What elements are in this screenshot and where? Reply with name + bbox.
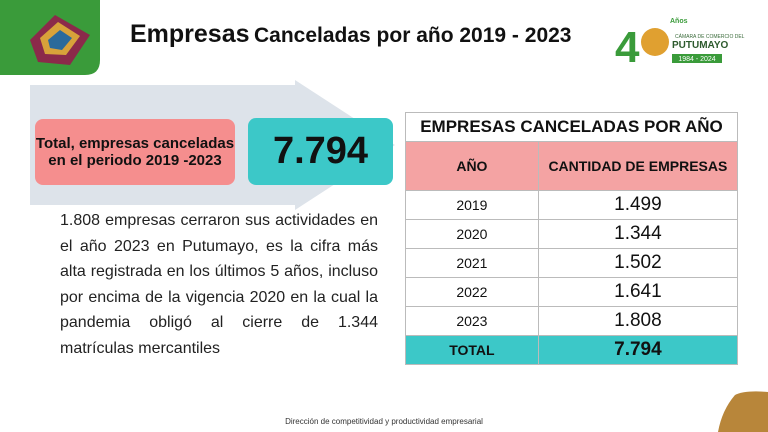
logo-org-line: CÁMARA DE COMERCIO DEL [675, 33, 745, 40]
table-title: EMPRESAS CANCELADAS POR AÑO [405, 112, 738, 142]
title: Empresas Canceladas por año 2019 - 2023 [130, 20, 571, 49]
logo-years: Años [670, 18, 688, 25]
table-row: 2023 1.808 [405, 306, 739, 336]
table-cell: 1.641 [537, 277, 739, 307]
title-main: Empresas [130, 20, 250, 48]
table-cell: 1.499 [537, 190, 739, 220]
table-cell: 1.344 [537, 219, 739, 249]
logo-number: 4 [615, 23, 640, 72]
logo-badge [641, 28, 669, 56]
title-rest: Canceladas por año 2019 - 2023 [253, 24, 572, 47]
total-cell: TOTAL [405, 335, 539, 365]
table-row: 2020 1.344 [405, 219, 739, 249]
brown-corner [718, 391, 768, 432]
table-cell: 2019 [405, 190, 539, 220]
table-cell: 2020 [405, 219, 539, 249]
table: EMPRESAS CANCELADAS POR AÑO AÑO CANTIDAD … [405, 112, 739, 365]
logo-band [672, 54, 722, 63]
logo-org-name: PUTUMAYO [672, 40, 729, 51]
table-row: 2021 1.502 [405, 248, 739, 278]
summary-label: Total, empresas canceladas en el periodo… [35, 119, 235, 185]
paragraph: 1.808 empresas cerraron sus actividades … [60, 212, 378, 357]
total-cell: 7.794 [537, 335, 739, 365]
summary-value: 7.794 [248, 118, 393, 185]
textile-image [30, 15, 90, 65]
header-cell: AÑO [405, 141, 539, 191]
table-cell: 2023 [405, 306, 539, 336]
table-row: 2019 1.499 [405, 190, 739, 220]
table-cell: 2022 [405, 277, 539, 307]
table-cell: 1.808 [537, 306, 739, 336]
footer: Dirección de competitividad y productivi… [285, 417, 483, 426]
table-cell: 2021 [405, 248, 539, 278]
table-row: 2022 1.641 [405, 277, 739, 307]
logo-period: 1984 - 2024 [678, 56, 715, 63]
table-body: 2019 1.499 2020 1.344 2021 1.502 2022 1.641 2023… [405, 190, 739, 336]
table-cell: 1.502 [537, 248, 739, 278]
header-cell: CANTIDAD DE EMPRESAS [537, 141, 739, 191]
